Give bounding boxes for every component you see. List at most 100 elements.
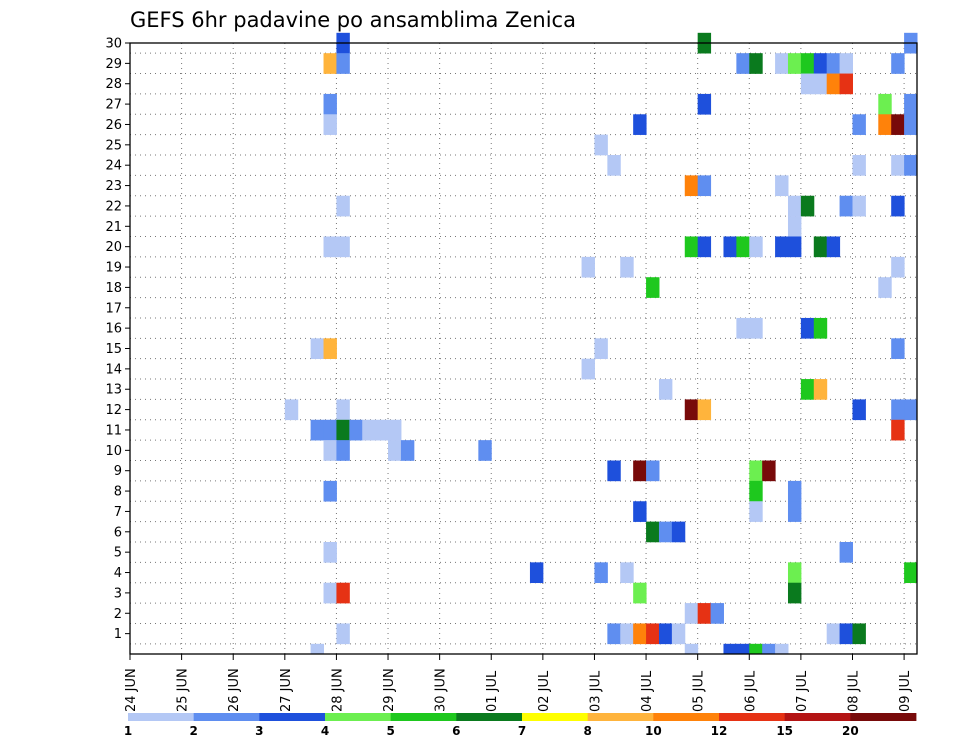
precip-cell	[697, 603, 712, 624]
y-tick-label: 7	[114, 505, 122, 520]
y-tick-label: 19	[105, 261, 122, 276]
precip-cell	[813, 53, 828, 74]
x-tick-label: 27 JUN	[279, 668, 294, 712]
precip-cell	[736, 236, 750, 258]
precip-cell	[787, 195, 802, 217]
precip-cell	[671, 521, 686, 543]
precip-cell	[594, 134, 608, 156]
precip-cell	[697, 399, 712, 421]
colorbar-label: 2	[189, 724, 197, 738]
y-tick-label: 18	[105, 281, 122, 296]
precip-cell	[633, 582, 647, 604]
colorbar-label: 8	[583, 724, 591, 738]
precip-cell	[749, 53, 763, 74]
precip-cell	[904, 114, 918, 135]
precip-cell	[323, 480, 337, 502]
precip-cell	[671, 623, 686, 645]
colorbar-swatch	[522, 713, 589, 721]
colorbar-label: 20	[842, 724, 859, 738]
precip-cell	[710, 603, 724, 624]
precip-cell	[749, 317, 763, 339]
y-tick-label: 15	[105, 342, 122, 357]
y-tick-label: 27	[105, 98, 122, 113]
x-tick-label: 08 JUL	[846, 670, 861, 712]
precip-cell	[323, 114, 337, 135]
y-tick-label: 24	[105, 159, 122, 174]
precip-cell	[723, 236, 737, 258]
precip-cell	[581, 256, 595, 278]
precip-cell	[813, 317, 828, 339]
precip-cell	[749, 501, 763, 522]
precip-cell	[826, 623, 841, 645]
precip-cell	[800, 379, 815, 400]
precipitation-cells	[284, 32, 918, 655]
precip-cell	[310, 643, 325, 655]
precip-cell	[607, 155, 621, 176]
y-tick-label: 26	[105, 118, 122, 133]
precip-cell	[697, 175, 712, 197]
precip-cell	[891, 419, 905, 441]
precip-cell	[336, 399, 350, 421]
precip-cell	[400, 440, 415, 461]
precip-cell	[646, 460, 660, 482]
precip-cell	[878, 277, 892, 298]
precip-cell	[787, 480, 802, 502]
precip-cell	[684, 175, 699, 197]
precip-cell	[310, 419, 325, 441]
precip-cell	[852, 155, 866, 176]
precip-cell	[323, 440, 337, 461]
colorbar: 1 2 3 4 5 6 7 8 10 12 15 20	[124, 713, 917, 738]
x-tick-label: 06 JUL	[743, 670, 758, 712]
precip-cell	[891, 256, 905, 278]
y-tick-label: 17	[105, 301, 122, 316]
chart-title: GEFS 6hr padavine po ansamblima Zenica	[130, 8, 576, 32]
precip-cell	[891, 114, 905, 135]
colorbar-label: 5	[386, 724, 394, 738]
precip-cell	[826, 236, 841, 258]
precip-cell	[697, 236, 712, 258]
precip-cell	[723, 643, 737, 655]
precip-cell	[633, 460, 647, 482]
precip-cell	[607, 623, 621, 645]
y-tick-label: 30	[105, 37, 122, 52]
precip-cell	[336, 623, 350, 645]
y-tick-label: 16	[105, 322, 122, 337]
colorbar-swatch	[128, 713, 195, 721]
precip-cell	[878, 114, 892, 135]
precip-cell	[878, 93, 892, 115]
precip-cell	[336, 440, 350, 461]
precip-cell	[388, 419, 402, 441]
y-tick-label: 28	[105, 77, 122, 92]
y-tick-label: 14	[105, 362, 122, 377]
precip-cell	[375, 419, 389, 441]
precip-cell	[826, 73, 841, 95]
colorbar-label: 3	[255, 724, 263, 738]
colorbar-swatch	[193, 713, 260, 721]
x-tick-label: 24 JUN	[124, 668, 139, 712]
x-tick-label: 03 JUL	[588, 670, 603, 712]
precip-cell	[633, 501, 647, 522]
precip-cell	[581, 358, 595, 380]
precip-cell	[323, 419, 337, 441]
precip-cell	[336, 236, 350, 258]
colorbar-swatch	[850, 713, 917, 721]
precip-cell	[762, 643, 776, 655]
precip-cell	[775, 175, 789, 197]
precip-cell	[800, 195, 815, 217]
precip-cell	[323, 236, 337, 258]
precip-cell	[684, 236, 699, 258]
y-tick-label: 4	[114, 566, 122, 581]
precip-cell	[749, 480, 763, 502]
precip-cell	[852, 623, 866, 645]
y-tick-label: 21	[105, 220, 122, 235]
precip-cell	[787, 582, 802, 604]
x-tick-label: 02 JUL	[537, 670, 552, 712]
precip-cell	[736, 317, 750, 339]
y-tick-label: 29	[105, 57, 122, 72]
precip-cell	[646, 521, 660, 543]
precip-cell	[787, 216, 802, 237]
precip-cell	[646, 277, 660, 298]
precip-cell	[839, 53, 853, 74]
colorbar-swatch	[784, 713, 851, 721]
precip-cell	[891, 338, 905, 359]
